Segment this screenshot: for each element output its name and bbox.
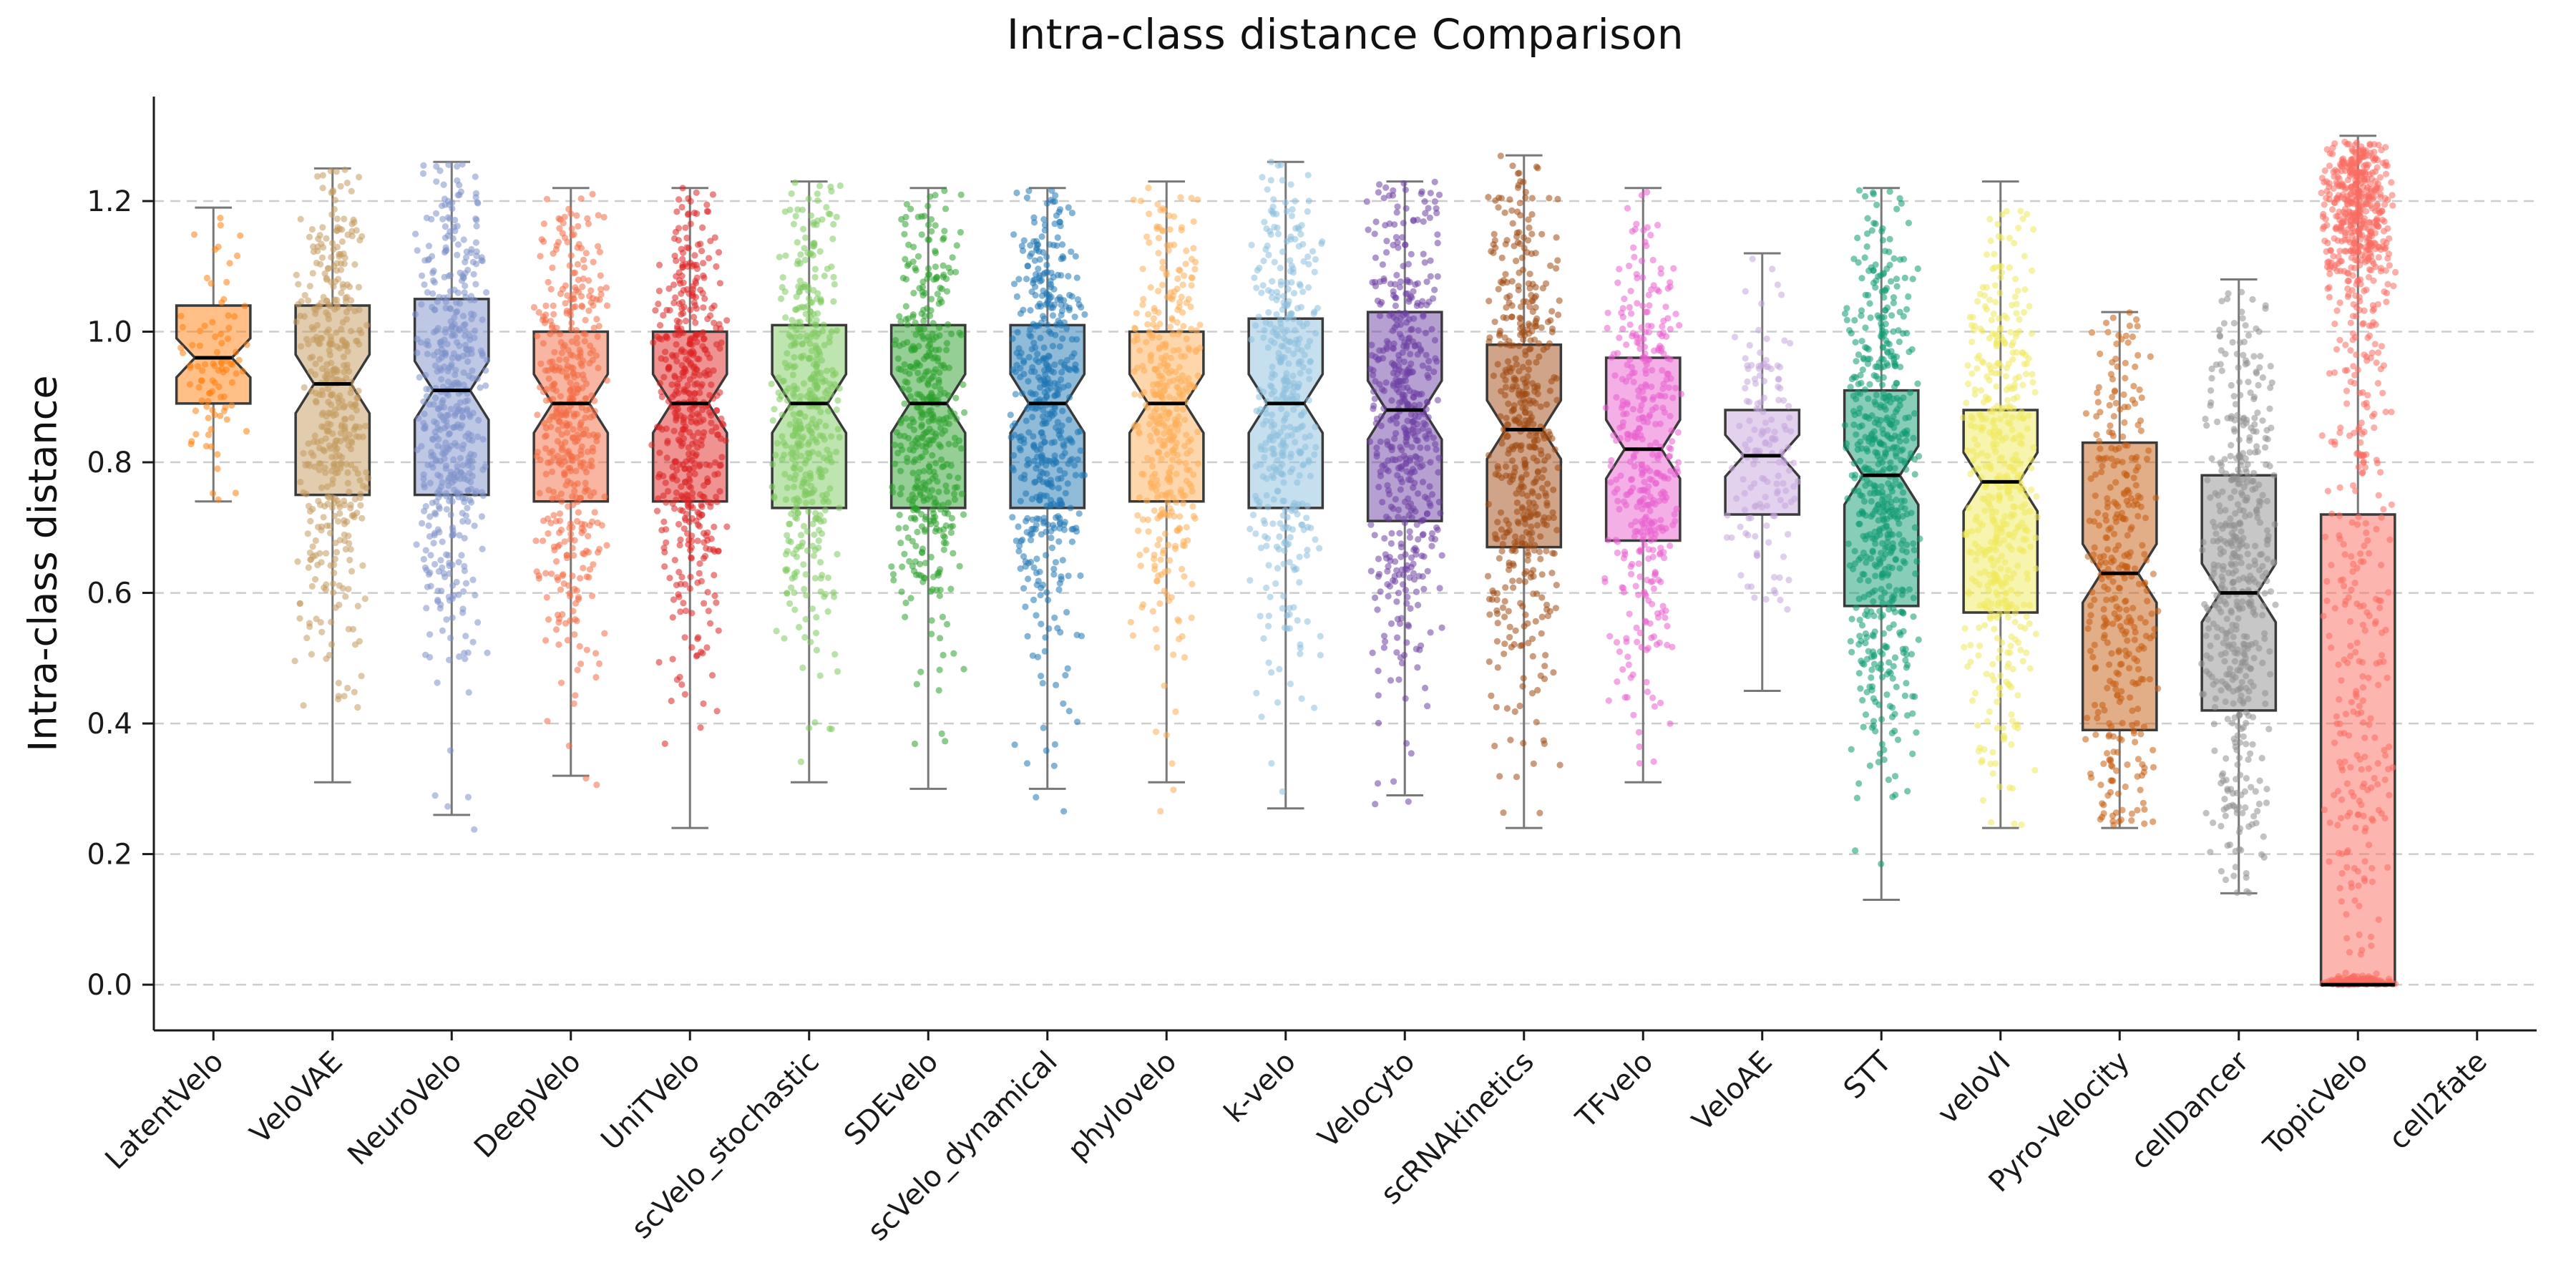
x-tick-label: phylovelo	[1062, 1045, 1184, 1167]
points-Velocyto	[1363, 178, 1445, 808]
x-tick-label: veloVI	[1931, 1045, 2017, 1131]
x-tick-label: SDEvelo	[838, 1045, 945, 1152]
chart-title-wrap: Intra-class distance Comparison	[154, 10, 2537, 59]
y-tick-label: 0.2	[87, 839, 132, 872]
y-tick-label: 1.2	[87, 185, 132, 218]
x-tick-label: Velocyto	[1312, 1045, 1421, 1155]
x-tick-label: TFvelo	[1569, 1045, 1659, 1136]
y-axis-label: Intra-class distance	[20, 375, 66, 752]
points-scVelo_stochastic	[768, 179, 844, 766]
x-tick-label: VeloVAE	[244, 1045, 349, 1151]
y-tick-label: 1.0	[87, 316, 132, 349]
y-tick-label: 0.8	[87, 447, 132, 479]
points-scRNAkinetics	[1484, 152, 1563, 816]
points-scVelo_dynamical	[1007, 187, 1088, 815]
points-NeuroVelo	[411, 160, 491, 833]
points-SDEvelo	[888, 187, 968, 748]
x-tick-label: NeuroVelo	[341, 1045, 468, 1172]
x-tick-label: TopicVelo	[2257, 1045, 2374, 1163]
points-VeloAE	[1723, 255, 1802, 613]
points-VeloVAE	[291, 166, 372, 711]
box-k-velo	[1247, 160, 1324, 810]
y-tick-label: 0.0	[87, 969, 132, 1002]
y-axis-label-wrap: Intra-class distance	[0, 97, 86, 1030]
points-DeepVelo	[530, 190, 611, 789]
chart-title: Intra-class distance Comparison	[1006, 10, 1684, 59]
points-veloVI	[1959, 208, 2041, 829]
y-tick-label: 0.4	[87, 708, 132, 741]
x-tick-label: UniTVelo	[595, 1045, 706, 1157]
x-tick-label: cell2fate	[2383, 1045, 2494, 1156]
x-tick-label: STT	[1838, 1045, 1898, 1106]
x-tick-label: cellDancer	[2124, 1045, 2255, 1176]
box-VeloAE	[1724, 252, 1801, 692]
box-body	[1724, 409, 1801, 516]
grid: 0.0 0.2 0.4 0.6 0.8 1.0 1.2	[87, 185, 2537, 1002]
points-k-velo	[1246, 158, 1326, 795]
points-Pyro-Velocity	[2082, 309, 2162, 829]
y-tick-label: 0.6	[87, 577, 132, 610]
x-tick-label: k-velo	[1218, 1045, 1302, 1130]
x-tick-label: DeepVelo	[468, 1045, 587, 1165]
x-tick-label: LatentVelo	[99, 1045, 230, 1176]
points-STT	[1841, 187, 1923, 867]
points-UniTVelo	[648, 185, 731, 747]
x-tick-label: VeloAE	[1686, 1045, 1778, 1138]
points-phylovelo	[1127, 184, 1204, 815]
points-cellDancer	[2198, 288, 2279, 897]
points-TFvelo	[1601, 189, 1685, 767]
